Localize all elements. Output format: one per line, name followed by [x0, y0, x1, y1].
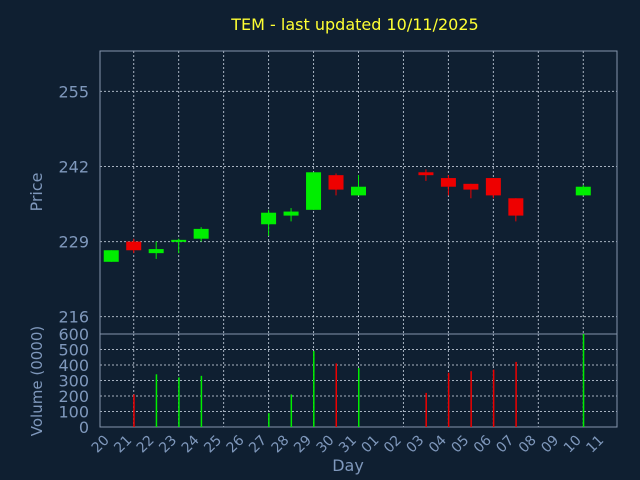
- x-tick-label: 24: [179, 432, 203, 456]
- x-tick-label: 11: [583, 432, 607, 456]
- volume-bar: [425, 392, 427, 427]
- candle-body: [351, 186, 366, 196]
- volume-bar: [492, 369, 495, 427]
- x-tick-label: 28: [269, 432, 293, 456]
- price-axis-label: Price: [27, 172, 46, 211]
- price-tick-label: 216: [58, 308, 89, 327]
- price-tick-label: 242: [58, 158, 89, 177]
- candle-body: [103, 250, 119, 262]
- volume-bar: [200, 375, 203, 427]
- candle-body: [575, 186, 591, 196]
- x-tick-label: 08: [516, 432, 540, 456]
- volume-bars: [133, 334, 585, 427]
- volume-tick-label: 500: [58, 341, 89, 360]
- volume-bar: [178, 377, 180, 427]
- price-tick-label: 255: [58, 82, 89, 101]
- volume-bar: [515, 361, 517, 427]
- candle-body: [328, 175, 344, 190]
- volume-bar: [133, 394, 135, 427]
- x-tick-label: 01: [359, 432, 383, 456]
- x-tick-label: 25: [201, 432, 225, 456]
- price-y-ticks: 216 229 242 255: [58, 82, 89, 326]
- x-tick-label: 21: [111, 432, 135, 456]
- candles: [103, 169, 591, 262]
- x-ticks: 2021222324252627282930310102030405060708…: [89, 432, 607, 456]
- candle-body: [193, 228, 209, 239]
- volume-bar: [470, 371, 472, 427]
- candle-body: [485, 178, 501, 196]
- volume-bar: [582, 334, 585, 427]
- volume-axis-label: Volume (0000): [28, 326, 46, 436]
- candle-body: [171, 239, 187, 242]
- x-tick-label: 30: [314, 432, 338, 456]
- x-tick-label: 29: [291, 432, 315, 456]
- volume-bar: [335, 363, 338, 427]
- volume-tick-label: 200: [58, 387, 89, 406]
- volume-tick-label: 0: [79, 418, 89, 437]
- x-tick-label: 26: [224, 432, 248, 456]
- x-tick-label: 22: [134, 432, 158, 456]
- x-tick-label: 05: [448, 432, 472, 456]
- candle-body: [440, 178, 456, 187]
- x-tick-label: 09: [538, 432, 562, 456]
- x-tick-label: 04: [426, 432, 450, 456]
- x-tick-label: 10: [561, 432, 585, 456]
- candle-body: [306, 172, 322, 210]
- candle-body: [148, 249, 164, 254]
- x-tick-label: 23: [156, 432, 180, 456]
- x-tick-label: 31: [336, 432, 360, 456]
- candle-body: [126, 241, 142, 251]
- volume-bar: [358, 368, 360, 427]
- candle-body: [418, 172, 434, 176]
- candle-body: [261, 212, 277, 225]
- volume-tick-label: 600: [58, 325, 89, 344]
- x-tick-label: 07: [493, 432, 517, 456]
- candle-body: [283, 211, 299, 216]
- price-tick-label: 229: [58, 233, 89, 252]
- volume-bar: [447, 372, 450, 427]
- x-tick-label: 06: [471, 432, 495, 456]
- volume-bar: [313, 351, 315, 427]
- candle-body: [508, 198, 524, 216]
- x-tick-label: 20: [89, 432, 113, 456]
- x-tick-label: 03: [404, 432, 428, 456]
- volume-bar: [155, 374, 158, 427]
- x-axis-label: Day: [332, 456, 364, 475]
- x-tick-label: 02: [381, 432, 405, 456]
- chart-title: TEM - last updated 10/11/2025: [230, 15, 478, 34]
- volume-tick-label: 400: [58, 356, 89, 375]
- candle-body: [463, 183, 479, 190]
- x-tick-label: 27: [246, 432, 270, 456]
- volume-bar: [290, 394, 293, 427]
- volume-tick-label: 300: [58, 372, 89, 391]
- volume-bar: [268, 413, 270, 427]
- volume-tick-label: 100: [58, 403, 89, 422]
